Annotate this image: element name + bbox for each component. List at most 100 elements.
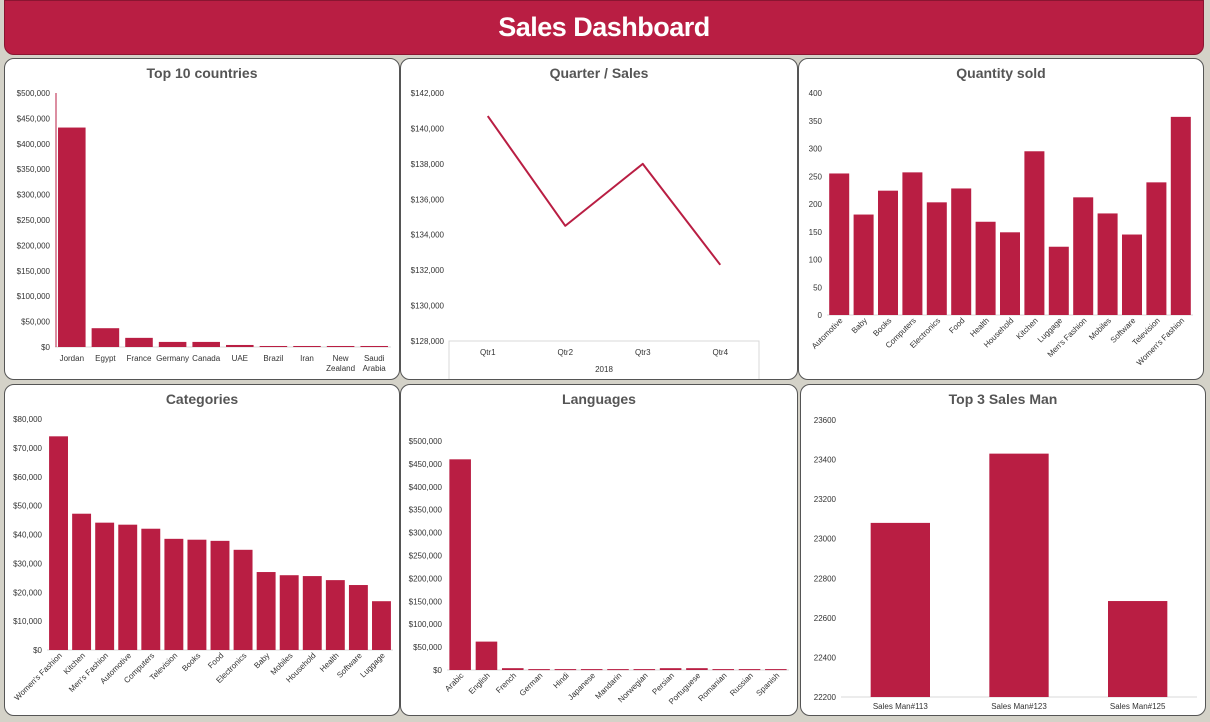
y-tick-label: 200	[809, 200, 823, 209]
bar	[1097, 213, 1118, 315]
y-tick-label: $138,000	[411, 160, 445, 169]
bar	[141, 528, 161, 650]
group-label: 2018	[595, 365, 613, 374]
y-tick-label: $350,000	[17, 165, 51, 174]
y-tick-label: $50,000	[413, 643, 442, 652]
bar	[72, 513, 92, 650]
y-tick-label: $142,000	[411, 89, 445, 98]
x-tick-label: Jordan	[60, 354, 84, 363]
bar	[712, 669, 735, 671]
x-tick-label: Sales Man#125	[1110, 702, 1166, 711]
x-tick-label: German	[518, 671, 545, 698]
x-tick-label: Persian	[650, 671, 676, 697]
bar	[999, 232, 1021, 315]
languages-chart-panel: Languages $0 $50,000 $100,000 $150,000 $200,…	[400, 384, 798, 716]
bar	[1170, 116, 1191, 315]
y-tick-label: 350	[809, 117, 823, 126]
bar	[1146, 182, 1167, 315]
y-tick-label: 23400	[814, 456, 837, 465]
y-tick-label: $500,000	[17, 89, 51, 98]
top-salesmen-chart-panel: Top 3 Sales Man 22200 22400 22600 22800 2300…	[800, 384, 1206, 716]
y-tick-label: $350,000	[409, 506, 443, 515]
y-tick-label: $0	[41, 343, 50, 352]
bar	[528, 669, 550, 671]
bar	[1073, 197, 1094, 315]
x-tick-label: Qtr2	[557, 348, 573, 357]
y-tick-label: $128,000	[411, 337, 445, 346]
bar	[554, 669, 577, 671]
bar	[210, 540, 230, 650]
bar	[372, 601, 391, 650]
quarter-sales-chart: $128,000 $130,000 $132,000 $134,000 $136,000…	[411, 89, 760, 379]
y-tick-label: $450,000	[17, 114, 51, 123]
bar	[738, 669, 761, 671]
y-tick-label: 22800	[814, 574, 837, 583]
quantity-sold-chart: 0 50 100 150 200 250 300 350 400 Automotive Baby Bo…	[809, 89, 1193, 367]
sales-line	[486, 115, 722, 266]
bar	[58, 127, 86, 347]
bar	[1048, 246, 1069, 315]
x-tick-label: Automotive	[810, 316, 845, 351]
bar	[259, 345, 288, 347]
bar	[1108, 601, 1168, 697]
bar	[877, 190, 899, 315]
quantity-sold-chart-panel: Quantity sold 0 50 100 150 200 250 300 350 400 Au…	[798, 58, 1204, 380]
y-tick-label: $150,000	[17, 267, 51, 276]
y-tick-label: $500,000	[409, 437, 443, 446]
bar	[158, 341, 187, 347]
x-tick-label: French	[494, 671, 518, 695]
x-tick-label: Sales Man#123	[991, 702, 1047, 711]
x-tick-label: Luggage	[358, 651, 387, 680]
bar	[233, 549, 253, 650]
y-tick-label: $0	[33, 646, 42, 655]
x-tick-label: Arabic	[443, 671, 465, 693]
bar	[1024, 151, 1045, 315]
y-tick-label: $250,000	[17, 216, 51, 225]
y-tick-label: $100,000	[17, 292, 51, 301]
quarter-sales-chart-panel: Quarter / Sales $128,000 $130,000 $132,000…	[400, 58, 798, 380]
dashboard-header: Sales Dashboard	[4, 0, 1204, 55]
y-tick-label: 22600	[814, 614, 837, 623]
y-tick-label: 400	[809, 89, 823, 98]
bar	[187, 539, 207, 650]
y-tick-label: 150	[809, 228, 823, 237]
y-tick-label: $30,000	[13, 559, 42, 568]
y-tick-label: 300	[809, 145, 823, 154]
y-tick-label: $140,000	[411, 124, 445, 133]
y-tick-label: $60,000	[13, 473, 42, 482]
y-tick-label: $130,000	[411, 302, 445, 311]
bar	[226, 344, 254, 347]
x-tick-label: Qtr4	[712, 348, 728, 357]
x-tick-label: France	[127, 354, 152, 363]
y-tick-label: $50,000	[13, 502, 42, 511]
x-tick-label: Hindi	[552, 671, 571, 690]
y-tick-label: $136,000	[411, 195, 445, 204]
top-countries-chart-panel: Top 10 countries $0 $50,000 $100,000 $150,0…	[4, 58, 400, 380]
x-tick-label: New Zealand	[326, 354, 355, 373]
bar	[293, 345, 321, 347]
bar	[192, 341, 220, 347]
bar	[926, 202, 947, 315]
bar	[633, 669, 656, 671]
bar	[326, 345, 355, 347]
bar	[765, 669, 787, 671]
chart-title: Top 10 countries	[146, 65, 258, 81]
y-tick-label: $100,000	[409, 620, 443, 629]
categories-chart-panel: Categories $0 $10,000 $20,000 $30,000 $40,00…	[4, 384, 400, 716]
bar	[659, 668, 682, 670]
bar	[49, 436, 68, 650]
x-tick-label: English	[467, 671, 492, 696]
y-tick-label: 22200	[814, 693, 837, 702]
y-tick-label: 23200	[814, 495, 837, 504]
bar	[853, 214, 874, 315]
x-tick-label: Food	[206, 651, 225, 670]
x-tick-label: Romanian	[696, 671, 728, 703]
x-tick-label: Russian	[728, 671, 755, 698]
y-tick-label: 250	[809, 172, 823, 181]
x-tick-label: Baby	[850, 316, 869, 335]
languages-chart: $0 $50,000 $100,000 $150,000 $200,000 $250,00…	[409, 437, 789, 706]
bar	[975, 221, 996, 315]
x-tick-label: Germany	[156, 354, 189, 363]
bar	[902, 172, 923, 315]
bar	[360, 345, 388, 347]
